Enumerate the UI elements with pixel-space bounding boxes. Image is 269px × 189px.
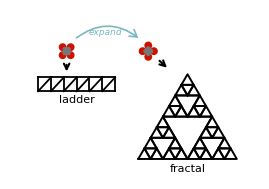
Circle shape [59,44,66,50]
Circle shape [150,50,153,53]
Circle shape [147,47,150,50]
Circle shape [64,48,69,54]
Circle shape [63,52,66,55]
Circle shape [145,42,151,49]
Circle shape [151,48,157,54]
Circle shape [145,48,151,54]
Text: expand: expand [88,28,122,37]
Circle shape [146,48,151,54]
Circle shape [59,52,66,58]
Circle shape [68,44,74,50]
Circle shape [63,48,66,51]
Circle shape [68,52,74,58]
Text: ladder: ladder [59,95,94,105]
Circle shape [67,52,70,55]
Circle shape [67,48,70,51]
FancyArrowPatch shape [77,26,137,38]
Text: fractal: fractal [169,164,206,174]
Circle shape [63,48,70,54]
Circle shape [144,50,147,53]
Circle shape [147,53,150,55]
Circle shape [139,48,146,54]
Circle shape [145,54,151,60]
